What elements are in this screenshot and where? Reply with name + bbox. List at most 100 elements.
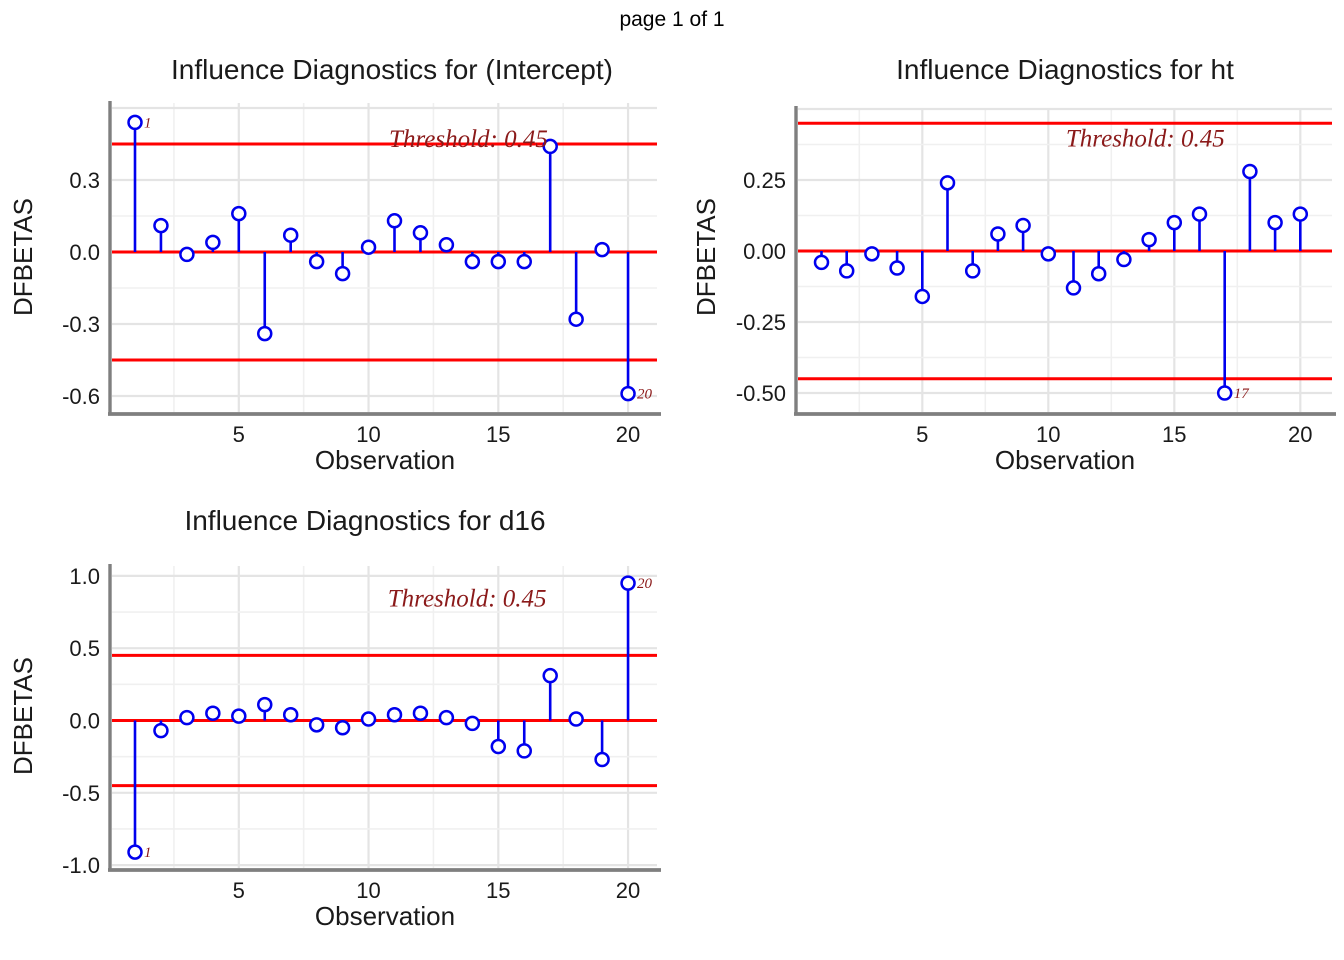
data-point (334, 265, 351, 282)
data-point (438, 237, 455, 253)
chart-title-ht: Influence Diagnostics for ht (896, 54, 1234, 85)
data-point (516, 253, 532, 270)
y-tick-label: 0.25 (743, 168, 786, 193)
data-point (1267, 214, 1283, 231)
data-point (490, 253, 507, 270)
data-point (153, 217, 169, 234)
data-point (990, 226, 1006, 242)
data-point (594, 751, 610, 768)
data-point (438, 709, 455, 726)
data-point (1191, 206, 1208, 222)
data-point (282, 227, 299, 243)
data-point (464, 253, 481, 270)
y-tick-label: 1.0 (69, 564, 100, 589)
data-point (386, 213, 403, 229)
x-tick-label: 20 (1288, 422, 1312, 447)
y-tick-label: 0.3 (69, 168, 100, 193)
chart-title-d16: Influence Diagnostics for d16 (184, 505, 546, 536)
data-point (464, 715, 481, 732)
data-point (620, 385, 636, 402)
x-tick-label: 5 (233, 422, 245, 447)
data-point (412, 705, 429, 722)
data-point (1242, 163, 1258, 180)
data-point (1116, 251, 1132, 268)
data-point (308, 253, 325, 270)
data-point (490, 738, 507, 755)
data-point (205, 705, 221, 722)
y-tick-label: -0.5 (62, 781, 100, 806)
data-point (939, 175, 956, 191)
x-tick-label: 15 (1162, 422, 1186, 447)
point-annotation: 20 (637, 576, 653, 592)
data-point (257, 325, 273, 342)
data-point (386, 706, 403, 723)
y-tick-label: 0.0 (69, 709, 100, 734)
data-point (360, 711, 377, 727)
data-point (1090, 265, 1107, 282)
data-point (231, 708, 247, 724)
threshold-label: Threshold: 0.45 (389, 126, 548, 153)
data-point (1015, 217, 1031, 234)
data-point (1292, 206, 1309, 222)
data-point (1040, 246, 1057, 262)
data-point (360, 239, 377, 255)
x-axis-label-ht: Observation (994, 445, 1136, 475)
data-point (813, 254, 830, 271)
data-point (231, 205, 247, 222)
y-tick-label: -1.0 (62, 853, 100, 878)
x-tick-label: 5 (916, 422, 928, 447)
data-point (127, 844, 143, 860)
x-tick-label: 20 (616, 878, 640, 903)
x-tick-label: 5 (233, 878, 245, 903)
x-tick-label: 10 (356, 878, 380, 903)
y-tick-label: 0.0 (69, 240, 100, 265)
data-point (1216, 385, 1233, 401)
data-point (127, 114, 143, 131)
data-point (1166, 214, 1183, 231)
data-point (542, 138, 558, 155)
data-point (412, 225, 429, 241)
y-tick-label: -0.25 (736, 310, 786, 335)
x-axis-label-d16: Observation (314, 901, 456, 931)
x-axis-label-intercept: Observation (314, 445, 456, 475)
data-point (838, 263, 855, 279)
data-point (153, 722, 169, 739)
y-tick-label: 0.00 (743, 239, 786, 264)
data-point (516, 743, 532, 759)
point-annotation: 17 (1234, 386, 1251, 402)
data-point (964, 263, 981, 279)
x-tick-label: 20 (616, 422, 640, 447)
data-point (542, 667, 558, 684)
data-point (1141, 231, 1157, 248)
data-point (205, 234, 221, 251)
data-point (914, 288, 931, 305)
data-point (568, 311, 584, 327)
data-point (594, 241, 610, 258)
data-point (1065, 280, 1082, 296)
y-tick-label: -0.6 (62, 384, 100, 409)
y-tick-label: -0.3 (62, 312, 100, 337)
data-point (179, 709, 195, 726)
y-tick-label: -0.50 (736, 381, 786, 406)
data-point (282, 706, 299, 723)
data-point (308, 717, 325, 733)
data-point (334, 719, 351, 736)
x-tick-label: 15 (486, 422, 510, 447)
point-annotation: 20 (637, 387, 653, 403)
data-point (257, 696, 273, 713)
data-point (889, 260, 905, 276)
data-point (620, 575, 636, 591)
y-tick-label: 0.5 (69, 636, 100, 661)
chart-title-intercept: Influence Diagnostics for (Intercept) (171, 54, 613, 85)
threshold-label: Threshold: 0.45 (1066, 125, 1225, 152)
point-annotation: 1 (144, 115, 152, 131)
threshold-label: Threshold: 0.45 (388, 586, 547, 613)
page-indicator: page 1 of 1 (619, 8, 725, 31)
data-point (864, 246, 880, 262)
x-tick-label: 10 (356, 422, 380, 447)
x-tick-label: 10 (1036, 422, 1060, 447)
data-point (179, 246, 195, 263)
data-point (568, 711, 584, 727)
